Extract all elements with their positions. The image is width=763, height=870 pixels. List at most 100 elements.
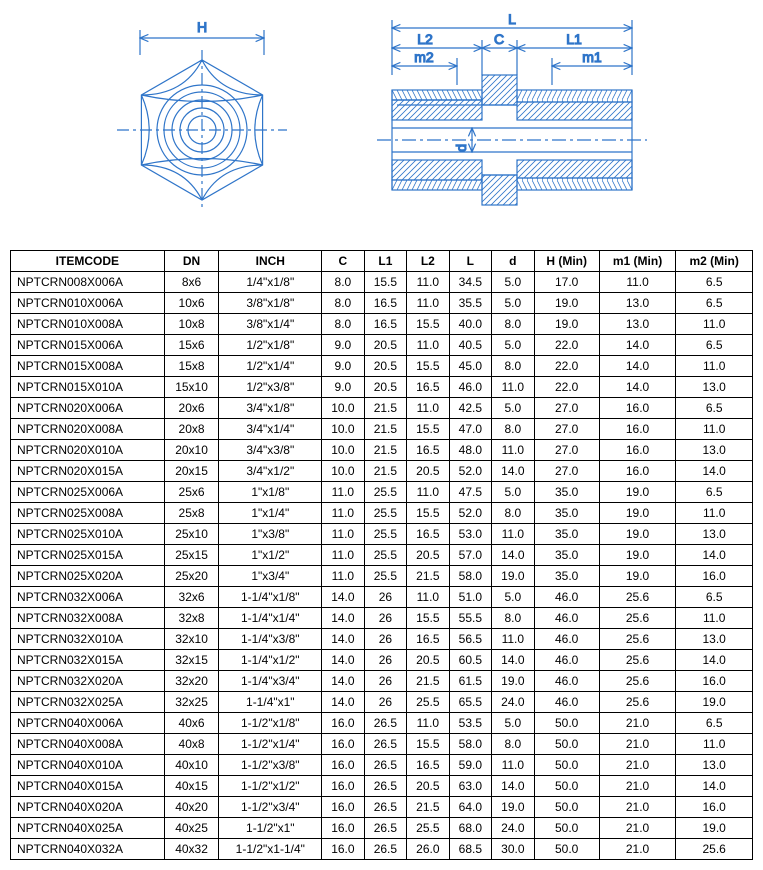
cell-value: 16.5	[407, 524, 449, 545]
table-row: NPTCRN032X008A32x81-1/4"x1/4"14.02615.55…	[11, 608, 753, 629]
cell-value: 13.0	[676, 524, 753, 545]
table-row: NPTCRN040X008A40x81-1/2"x1/4"16.026.515.…	[11, 734, 753, 755]
cell-value: 15x6	[164, 335, 219, 356]
table-row: NPTCRN040X006A40x61-1/2"x1/8"16.026.511.…	[11, 713, 753, 734]
cell-itemcode: NPTCRN020X015A	[11, 461, 165, 482]
cell-value: 52.0	[449, 503, 491, 524]
cell-value: 8.0	[322, 314, 364, 335]
cell-value: 6.5	[676, 398, 753, 419]
cell-value: 11.0	[492, 629, 534, 650]
cell-value: 26.5	[364, 734, 406, 755]
table-row: NPTCRN020X015A20x153/4"x1/2"10.021.520.5…	[11, 461, 753, 482]
cell-value: 15.5	[407, 734, 449, 755]
table-row: NPTCRN032X025A32x251-1/4"x1"14.02625.565…	[11, 692, 753, 713]
cell-value: 21.0	[599, 734, 676, 755]
cell-value: 26	[364, 608, 406, 629]
cell-value: 35.0	[534, 566, 599, 587]
col-header: m1 (Min)	[599, 251, 676, 272]
dim-l1-label: L1	[566, 31, 582, 47]
cell-value: 11.0	[676, 356, 753, 377]
cell-value: 19.0	[599, 482, 676, 503]
cell-value: 64.0	[449, 797, 491, 818]
cell-value: 16.5	[364, 293, 406, 314]
cell-value: 14.0	[599, 335, 676, 356]
cell-value: 1-1/4"x1/4"	[219, 608, 322, 629]
cell-value: 11.0	[676, 314, 753, 335]
cell-value: 1/2"x1/8"	[219, 335, 322, 356]
cell-value: 3/4"x3/8"	[219, 440, 322, 461]
cell-value: 40x6	[164, 713, 219, 734]
cell-value: 1"x1/2"	[219, 545, 322, 566]
cell-value: 14.0	[599, 356, 676, 377]
cell-value: 21.0	[599, 755, 676, 776]
cell-value: 35.0	[534, 545, 599, 566]
cell-value: 22.0	[534, 377, 599, 398]
cell-value: 21.0	[599, 818, 676, 839]
cell-value: 16.5	[407, 629, 449, 650]
cell-value: 16.0	[676, 566, 753, 587]
cell-value: 15.5	[407, 314, 449, 335]
cell-value: 11.0	[407, 587, 449, 608]
cell-value: 8.0	[492, 356, 534, 377]
cell-value: 5.0	[492, 587, 534, 608]
cell-value: 21.0	[599, 839, 676, 860]
cell-value: 11.0	[407, 713, 449, 734]
cell-value: 1-1/2"x3/8"	[219, 755, 322, 776]
cell-itemcode: NPTCRN025X008A	[11, 503, 165, 524]
cell-value: 20x8	[164, 419, 219, 440]
table-row: NPTCRN032X020A32x201-1/4"x3/4"14.02621.5…	[11, 671, 753, 692]
cell-value: 26.5	[364, 713, 406, 734]
cell-value: 11.0	[322, 566, 364, 587]
cell-value: 3/8"x1/4"	[219, 314, 322, 335]
col-header: INCH	[219, 251, 322, 272]
cell-value: 32x20	[164, 671, 219, 692]
cell-value: 14.0	[676, 650, 753, 671]
table-row: NPTCRN020X006A20x63/4"x1/8"10.021.511.04…	[11, 398, 753, 419]
cell-value: 16.0	[322, 734, 364, 755]
cell-value: 48.0	[449, 440, 491, 461]
cell-value: 11.0	[676, 608, 753, 629]
cell-value: 20.5	[364, 335, 406, 356]
cell-value: 35.0	[534, 503, 599, 524]
cell-value: 25.6	[599, 608, 676, 629]
cell-value: 14.0	[322, 608, 364, 629]
cell-value: 47.0	[449, 419, 491, 440]
cell-value: 50.0	[534, 776, 599, 797]
table-row: NPTCRN020X008A20x83/4"x1/4"10.021.515.54…	[11, 419, 753, 440]
cell-value: 35.0	[534, 524, 599, 545]
cell-value: 40x32	[164, 839, 219, 860]
cell-itemcode: NPTCRN008X006A	[11, 272, 165, 293]
cell-value: 5.0	[492, 335, 534, 356]
cell-value: 25x15	[164, 545, 219, 566]
cell-itemcode: NPTCRN032X010A	[11, 629, 165, 650]
cell-itemcode: NPTCRN032X006A	[11, 587, 165, 608]
cell-value: 20.5	[407, 650, 449, 671]
table-row: NPTCRN040X015A40x151-1/2"x1/2"16.026.520…	[11, 776, 753, 797]
cell-value: 14.0	[676, 461, 753, 482]
dim-m1-label: m1	[582, 49, 602, 65]
cell-value: 11.0	[322, 482, 364, 503]
cell-value: 20x6	[164, 398, 219, 419]
cell-value: 50.0	[534, 755, 599, 776]
cell-value: 25x6	[164, 482, 219, 503]
cell-value: 8.0	[492, 608, 534, 629]
cell-itemcode: NPTCRN040X020A	[11, 797, 165, 818]
table-row: NPTCRN040X032A40x321-1/2"x1-1/4"16.026.5…	[11, 839, 753, 860]
cell-value: 27.0	[534, 461, 599, 482]
cell-value: 11.0	[492, 524, 534, 545]
cell-value: 40.0	[449, 314, 491, 335]
table-row: NPTCRN025X010A25x101"x3/8"11.025.516.553…	[11, 524, 753, 545]
cell-value: 6.5	[676, 587, 753, 608]
cell-value: 46.0	[534, 629, 599, 650]
cell-value: 11.0	[407, 398, 449, 419]
table-row: NPTCRN040X010A40x101-1/2"x3/8"16.026.516…	[11, 755, 753, 776]
cell-value: 11.0	[492, 755, 534, 776]
cell-value: 11.0	[407, 335, 449, 356]
cell-value: 15x8	[164, 356, 219, 377]
cell-value: 19.0	[534, 314, 599, 335]
cell-value: 5.0	[492, 272, 534, 293]
cell-itemcode: NPTCRN032X025A	[11, 692, 165, 713]
spec-table: ITEMCODEDNINCHCL1L2LdH (Min)m1 (Min)m2 (…	[10, 250, 753, 860]
cell-value: 21.5	[407, 566, 449, 587]
cell-itemcode: NPTCRN032X015A	[11, 650, 165, 671]
